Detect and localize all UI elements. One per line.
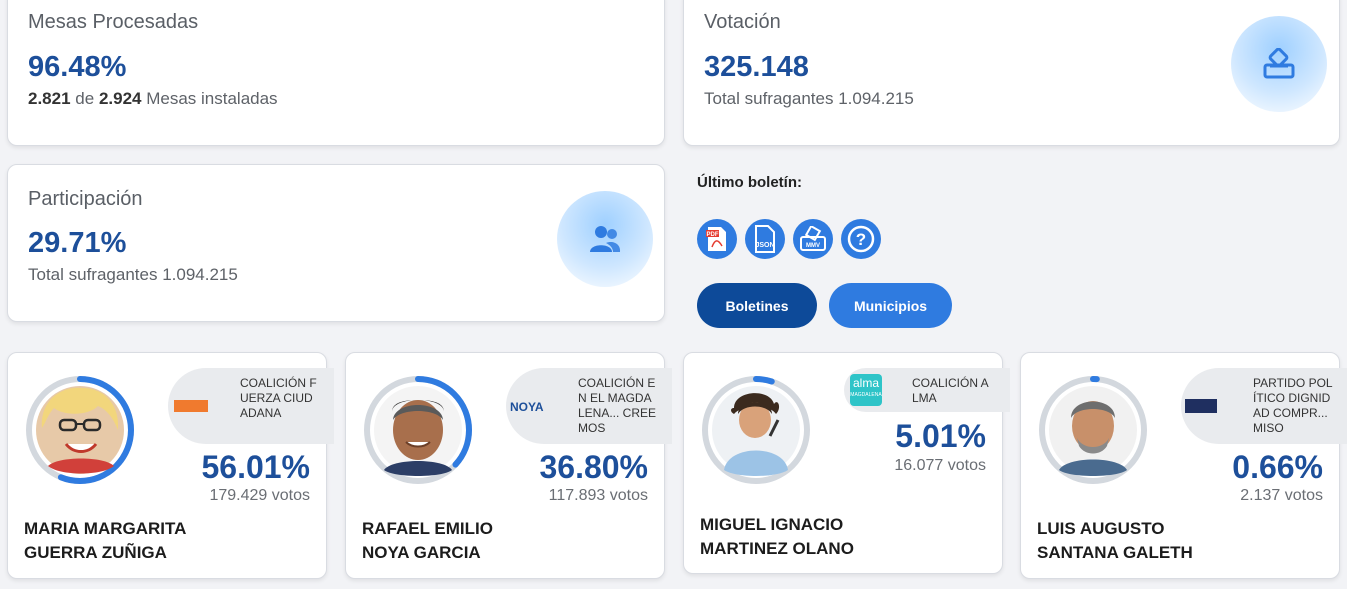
- candidate-name-line1: LUIS AUGUSTO: [1037, 519, 1165, 538]
- pdf-icon-text: PDF: [707, 232, 719, 238]
- party-logo-subtext: MAGDALENA: [850, 392, 882, 398]
- help-icon[interactable]: ?: [841, 219, 881, 259]
- mesas-de-text: de: [75, 89, 95, 108]
- stat-card-mesas: Mesas Procesadas 96.48% 2.821 de 2.924 M…: [7, 0, 665, 146]
- candidate-progress-ring: [364, 376, 472, 484]
- candidate-name-line1: MARIA MARGARITA: [24, 519, 187, 538]
- stat-sub: Total sufragantes 1.094.215: [28, 265, 238, 284]
- stat-label: Votación: [704, 11, 781, 33]
- party-logo-icon: [1185, 399, 1217, 413]
- party-name: COALICIÓN ALMA: [912, 376, 989, 405]
- candidate-percentage: 36.80%: [539, 449, 648, 485]
- candidate-name-line1: MIGUEL IGNACIO: [700, 515, 844, 534]
- stat-label: Participación: [28, 188, 143, 210]
- boletines-button[interactable]: Boletines: [697, 283, 817, 328]
- mmv-icon[interactable]: MMV: [793, 219, 833, 259]
- candidate-name-line2: MARTINEZ OLANO: [700, 539, 854, 558]
- stat-card-votacion: Votación 325.148 Total sufragantes 1.094…: [683, 0, 1340, 146]
- candidate-name-line2: SANTANA GALETH: [1037, 543, 1193, 562]
- stat-value: 96.48%: [28, 51, 127, 83]
- stat-value: 325.148: [704, 51, 809, 83]
- stat-sub: Total sufragantes 1.094.215: [704, 89, 914, 108]
- candidate-votes: 2.137 votos: [1240, 487, 1323, 504]
- candidate-progress-arc: [364, 376, 472, 484]
- candidate-name-line2: GUERRA ZUÑIGA: [24, 543, 167, 562]
- candidate-progress-ring: [1039, 376, 1147, 484]
- candidate-percentage: 0.66%: [1232, 449, 1323, 485]
- candidate-card[interactable]: COALICIÓN FUERZA CIUDADANA 56.01% 179.42…: [7, 352, 334, 579]
- candidate-card[interactable]: alma MAGDALENA COALICIÓN ALMA 5.01% 16.0…: [683, 352, 1010, 574]
- json-icon[interactable]: JSON: [745, 219, 785, 259]
- candidate-votes: 16.077 votos: [894, 457, 986, 474]
- candidate-progress-arc: [26, 376, 134, 484]
- party-badge: NOYA COALICIÓN EN EL MAGDALENA... CREEMO…: [506, 368, 672, 444]
- stat-label: Mesas Procesadas: [28, 11, 199, 33]
- municipios-button[interactable]: Municipios: [829, 283, 952, 328]
- party-badge: PARTIDO POLÍTICO DIGNIDAD COMPR... MISO: [1181, 368, 1347, 444]
- party-logo-icon: NOYA: [510, 400, 544, 414]
- party-name: COALICIÓN FUERZA CIUDADANA: [240, 376, 317, 420]
- candidate-progress-ring: [702, 376, 810, 484]
- candidate-progress-ring: [26, 376, 134, 484]
- candidate-card[interactable]: PARTIDO POLÍTICO DIGNIDAD COMPR... MISO …: [1020, 352, 1347, 579]
- candidate-name: LUIS AUGUSTO SANTANA GALETH: [1037, 517, 1193, 565]
- stat-sub: 2.821 de 2.924 Mesas instaladas: [28, 89, 278, 109]
- candidate-progress-arc: [1039, 376, 1147, 484]
- help-icon-text: ?: [856, 230, 866, 249]
- party-name: PARTIDO POLÍTICO DIGNIDAD COMPR... MISO: [1253, 376, 1333, 435]
- users-icon: [557, 191, 653, 287]
- ballot-box-icon: [1231, 16, 1327, 112]
- json-icon-text: JSON: [755, 242, 774, 249]
- candidate-name: MIGUEL IGNACIO MARTINEZ OLANO: [700, 513, 854, 561]
- candidate-name-line1: RAFAEL EMILIO: [362, 519, 493, 538]
- party-logo-text: alma: [852, 376, 879, 390]
- mesas-procesadas-count: 2.821: [28, 89, 71, 108]
- party-logo-icon: alma MAGDALENA: [850, 374, 882, 406]
- candidate-progress-arc: [702, 376, 810, 484]
- candidate-votes: 117.893 votos: [548, 487, 648, 504]
- stat-value: 29.71%: [28, 227, 127, 259]
- candidate-percentage: 5.01%: [895, 418, 986, 454]
- candidate-name-line2: NOYA GARCIA: [362, 543, 481, 562]
- party-badge: alma MAGDALENA COALICIÓN ALMA: [844, 368, 1010, 412]
- party-badge: COALICIÓN FUERZA CIUDADANA: [168, 368, 334, 444]
- candidate-votes: 179.429 votos: [209, 487, 310, 504]
- mesas-instaladas-count: 2.924: [98, 89, 142, 108]
- candidate-card[interactable]: NOYA COALICIÓN EN EL MAGDALENA... CREEMO…: [345, 352, 672, 579]
- candidate-name: MARIA MARGARITA GUERRA ZUÑIGA: [24, 517, 186, 565]
- candidate-percentage: 56.01%: [201, 449, 310, 485]
- pdf-icon[interactable]: PDF: [697, 219, 737, 259]
- party-name: COALICIÓN EN EL MAGDALENA... CREEMOS: [578, 376, 657, 435]
- mmv-icon-text: MMV: [806, 243, 820, 249]
- candidate-name: RAFAEL EMILIO NOYA GARCIA: [362, 517, 493, 565]
- bulletin-title: Último boletín:: [697, 174, 802, 191]
- mesas-instaladas-text: Mesas instaladas: [146, 89, 278, 108]
- party-logo-icon: [174, 400, 208, 412]
- stat-card-participacion: Participación 29.71% Total sufragantes 1…: [7, 164, 665, 322]
